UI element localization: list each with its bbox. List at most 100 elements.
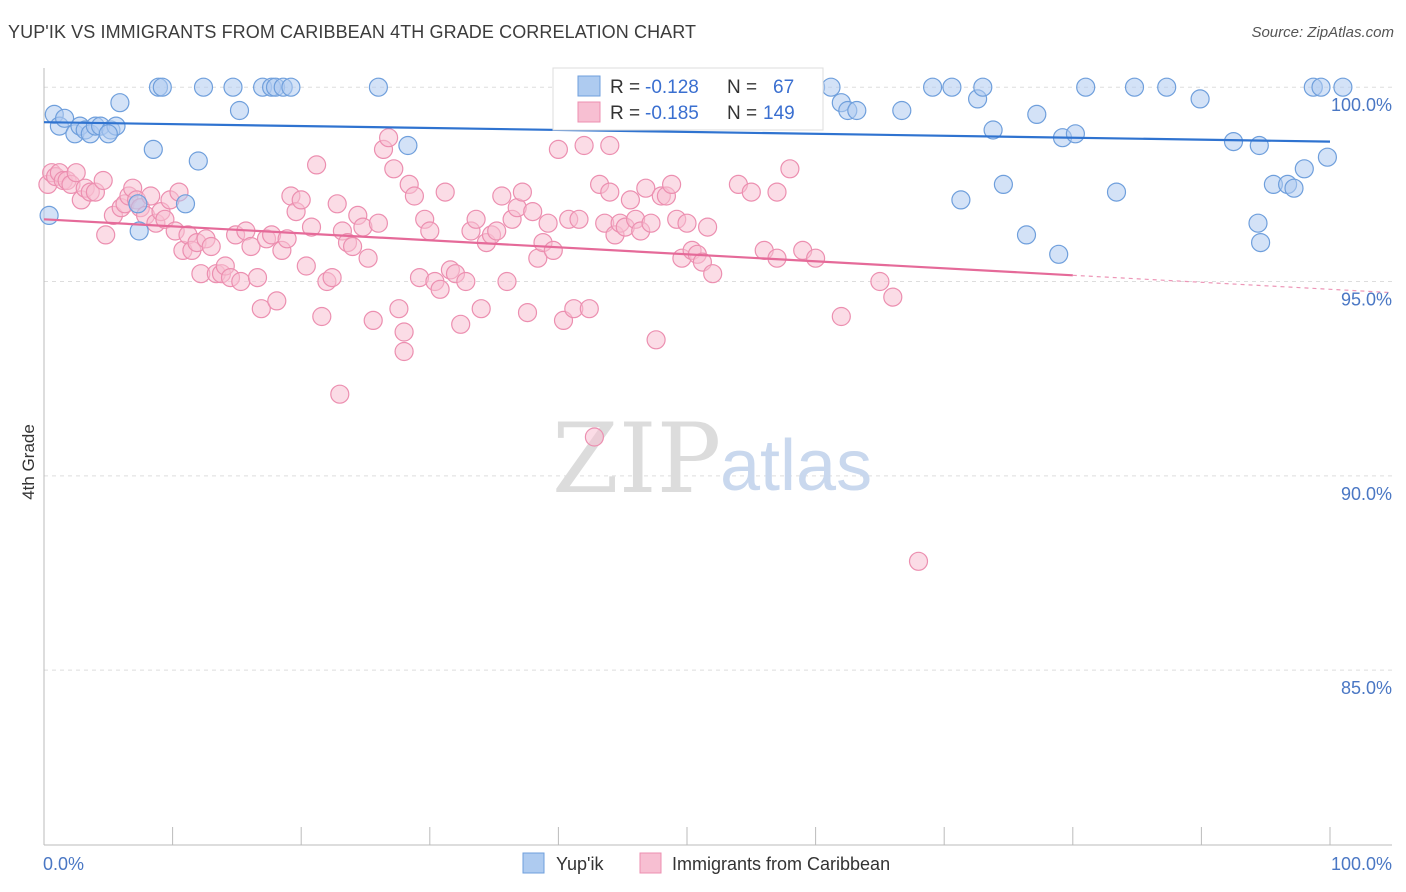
yupik-point-41 xyxy=(847,100,867,121)
caribbean-point-101 xyxy=(538,213,558,233)
stats-legend: R = -0.128 N = 67 R = -0.185 N = 149 xyxy=(552,67,824,131)
yupik-point-29 xyxy=(368,77,388,97)
caribbean-point-35 xyxy=(201,236,221,257)
caribbean-point-128 xyxy=(677,213,697,233)
caribbean-point-135 xyxy=(741,182,761,202)
yupik-point-47 xyxy=(973,77,993,97)
legend-n-label-2: N = xyxy=(727,103,757,124)
caribbean-point-142 xyxy=(870,271,890,292)
grid-lines xyxy=(44,86,1392,671)
caribbean-point-110 xyxy=(584,427,605,447)
yupik-point-63 xyxy=(1249,135,1269,156)
caribbean-point-140 xyxy=(805,248,826,268)
caribbean-point-13 xyxy=(96,225,116,245)
caribbean-point-141 xyxy=(831,306,851,327)
yupik-point-42 xyxy=(892,100,912,121)
legend-n-value-2: 149 xyxy=(763,103,795,124)
x-tick-labels: 0.0% 100.0% xyxy=(43,854,1392,874)
caribbean-point-93 xyxy=(497,271,517,292)
yupik-point-21 xyxy=(193,77,214,97)
caribbean-point-146 xyxy=(394,341,414,362)
yupik-point-71 xyxy=(1333,77,1353,97)
caribbean-point-144 xyxy=(908,551,929,571)
caribbean-point-107 xyxy=(569,209,589,229)
legend-swatch-yupik xyxy=(577,75,601,97)
caribbean-point-60 xyxy=(327,194,347,214)
yupik-point-58 xyxy=(1157,77,1177,97)
yupik-point-13 xyxy=(110,93,130,113)
yupik-point-60 xyxy=(1223,132,1244,152)
caribbean-point-147 xyxy=(600,135,620,156)
trend-line-caribbean xyxy=(43,218,1073,277)
yupik-point-20 xyxy=(188,151,208,171)
y-tick-label-2: 95.0% xyxy=(1341,290,1392,310)
caribbean-point-132 xyxy=(697,217,718,237)
caribbean-point-117 xyxy=(620,190,641,210)
caribbean-point-113 xyxy=(600,182,620,202)
caribbean-point-63 xyxy=(343,236,363,257)
yupik-point-55 xyxy=(1076,77,1096,97)
yupik-point-23 xyxy=(229,100,250,121)
source-label: Source: ZipAtlas.com xyxy=(1251,24,1394,41)
yupik-point-50 xyxy=(1016,225,1037,245)
yupik-point-48 xyxy=(983,120,1003,140)
yupik-point-59 xyxy=(1190,89,1210,109)
caribbean-point-88 xyxy=(471,299,491,319)
caribbean-point-96 xyxy=(512,182,533,202)
caribbean-point-75 xyxy=(404,186,424,206)
caribbean-point-41 xyxy=(231,271,251,292)
caribbean-point-71 xyxy=(384,159,404,179)
yupik-point-28 xyxy=(281,77,301,97)
bottom-legend-label-yupik: Yup'ik xyxy=(556,854,604,874)
caribbean-point-148 xyxy=(767,182,787,202)
caribbean-point-85 xyxy=(456,271,476,292)
caribbean-point-78 xyxy=(420,221,440,241)
caribbean-point-73 xyxy=(394,322,414,342)
yupik-point-70 xyxy=(1317,147,1338,167)
yupik-point-38 xyxy=(821,77,841,97)
watermark-atlas: atlas xyxy=(720,426,872,506)
caribbean-point-59 xyxy=(322,268,342,288)
caribbean-point-57 xyxy=(312,306,332,327)
yupik-point-0 xyxy=(39,205,59,225)
caribbean-point-108 xyxy=(574,135,594,156)
trend-line-yupik xyxy=(43,121,1331,143)
yupik-point-49 xyxy=(993,174,1014,194)
yupik-point-68 xyxy=(1311,77,1331,97)
yupik-point-52 xyxy=(1049,244,1069,264)
caribbean-point-92 xyxy=(492,186,512,206)
legend-n-label-1: N = xyxy=(727,77,757,98)
caribbean-point-102 xyxy=(543,240,563,260)
caribbean-point-103 xyxy=(548,139,569,159)
yupik-point-51 xyxy=(1027,104,1047,125)
yupik-point-54 xyxy=(1065,124,1086,144)
series-caribbean-points xyxy=(38,128,929,571)
yupik-point-44 xyxy=(942,77,962,97)
yupik-point-18 xyxy=(152,77,172,97)
yupik-point-56 xyxy=(1106,182,1127,202)
caribbean-point-145 xyxy=(330,384,350,404)
yupik-point-66 xyxy=(1284,178,1304,198)
legend-r-value-2: -0.185 xyxy=(645,103,699,124)
x-tick-label-1: 100.0% xyxy=(1331,854,1392,874)
yupik-point-15 xyxy=(129,221,149,241)
y-axis-title: 4th Grade xyxy=(19,424,38,500)
yupik-point-45 xyxy=(951,190,971,210)
caribbean-point-109 xyxy=(579,299,599,319)
caribbean-point-97 xyxy=(517,303,538,323)
caribbean-point-138 xyxy=(780,159,800,179)
legend-r-label-1: R = xyxy=(610,77,640,98)
series-legend: Yup'ik Immigrants from Caribbean xyxy=(522,852,890,874)
caribbean-point-143 xyxy=(883,287,903,307)
caribbean-point-12 xyxy=(93,170,113,191)
yupik-point-30 xyxy=(398,135,418,156)
caribbean-point-133 xyxy=(703,264,723,284)
y-tick-label-3: 100.0% xyxy=(1331,95,1392,115)
caribbean-point-70 xyxy=(379,128,399,148)
yupik-point-19 xyxy=(175,194,196,214)
yupik-point-12 xyxy=(98,124,118,144)
bottom-legend-swatch-caribbean xyxy=(639,852,662,874)
legend-r-label-2: R = xyxy=(610,103,640,124)
y-tick-labels: 85.0% 90.0% 95.0% 100.0% xyxy=(1331,95,1392,698)
watermark-zip: ZIP xyxy=(552,403,721,515)
